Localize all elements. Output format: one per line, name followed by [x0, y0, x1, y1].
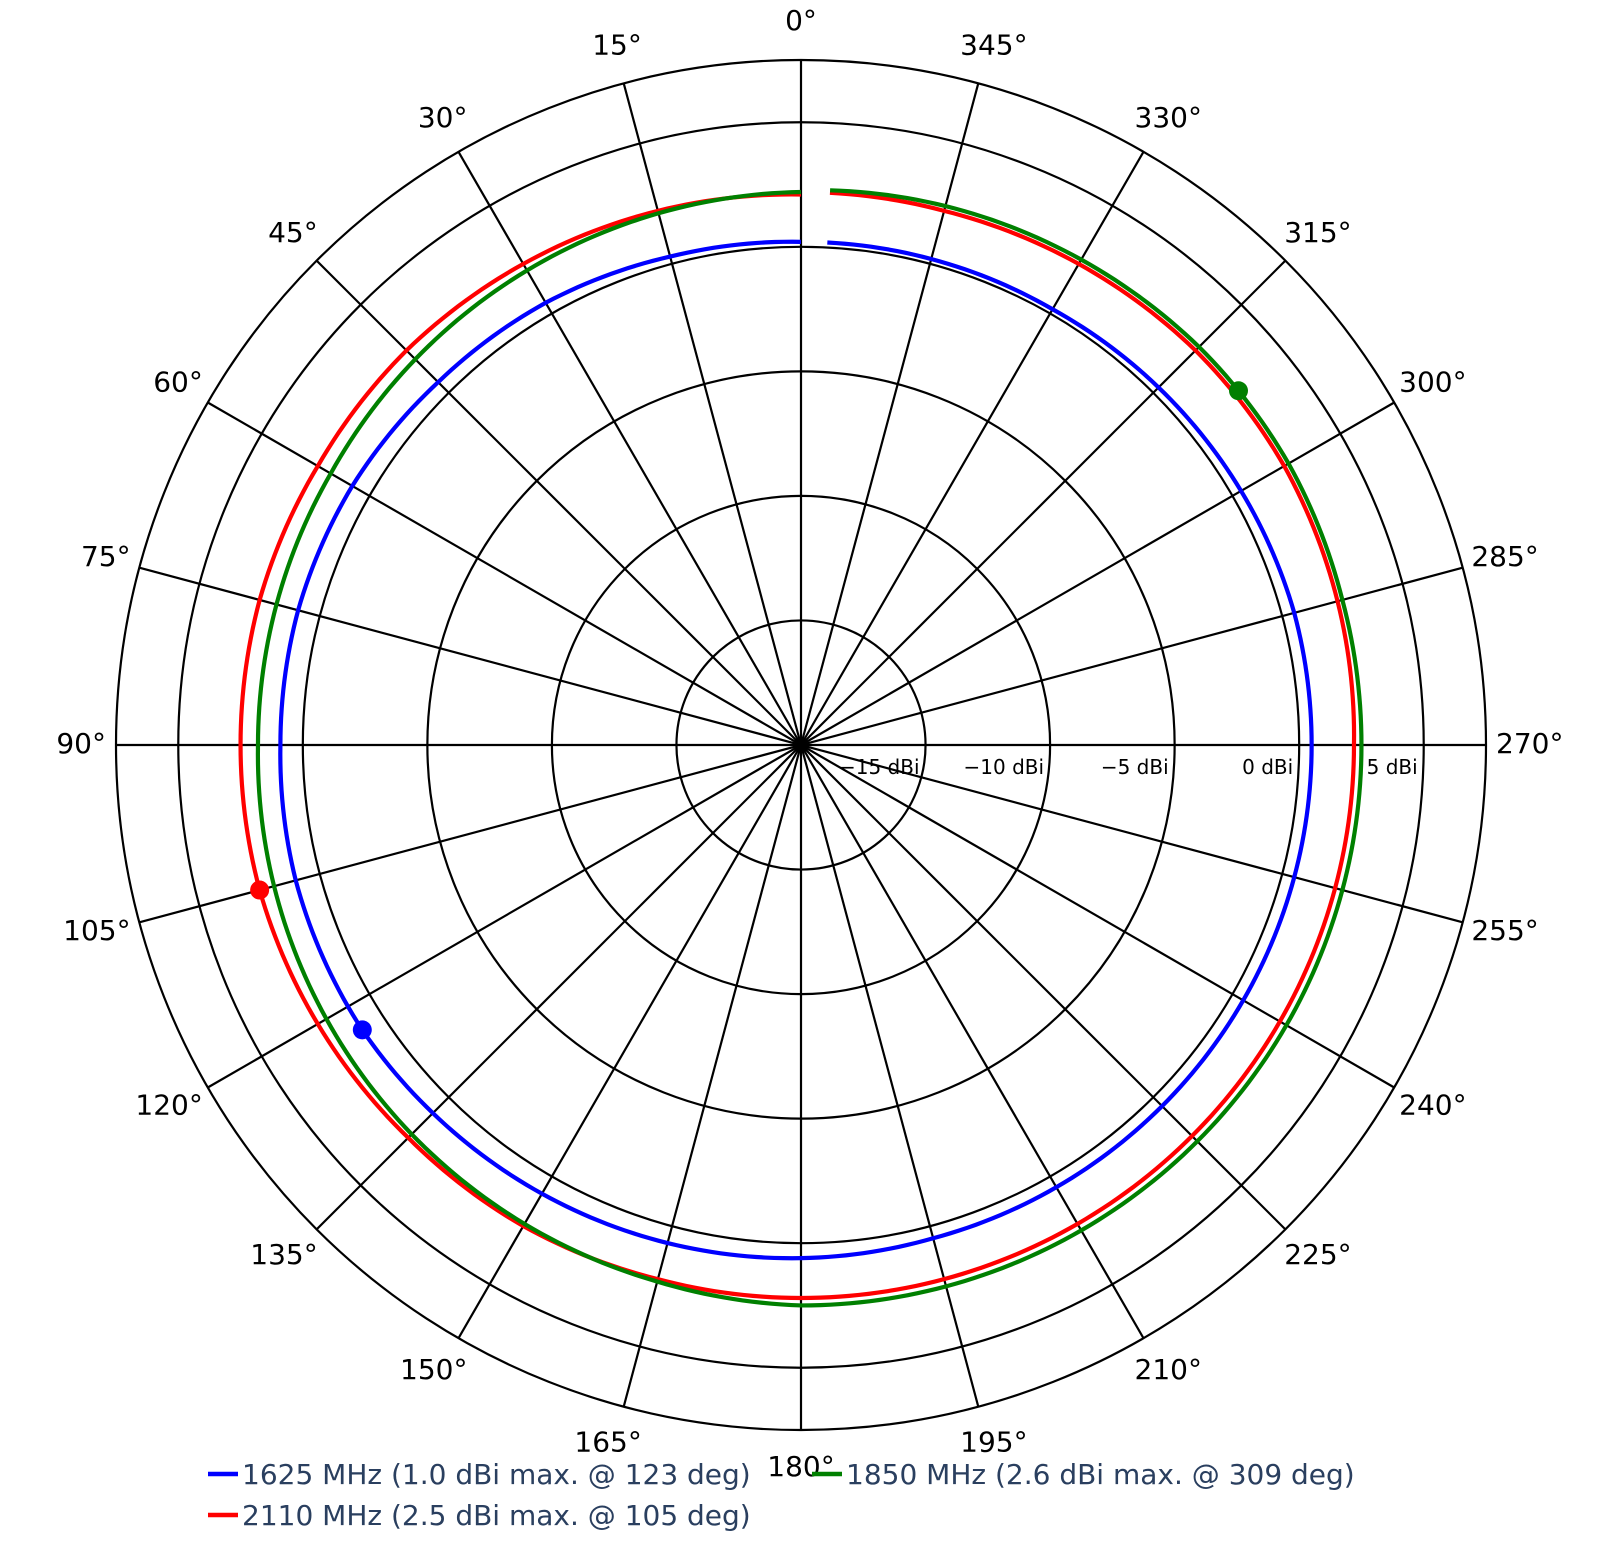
- angle-label-315: 315°: [1284, 216, 1351, 249]
- radial-label-2: −5 dBi: [1101, 755, 1169, 779]
- legend-label-0: 1625 MHz (1.0 dBi max. @ 123 deg): [242, 1458, 751, 1491]
- max-markers: [250, 381, 1248, 1040]
- outer-ring: [114, 58, 1488, 1432]
- angle-label-345: 345°: [960, 29, 1027, 62]
- angular-tick-labels: 0° 15° 30° 45° 60° 75° 90° 105° 120° 135° 150° 165°…: [56, 4, 1563, 1483]
- radial-label-3: 0 dBi: [1242, 755, 1293, 779]
- radial-label-1: −10 dBi: [964, 755, 1045, 779]
- spoke-285: [800, 566, 1463, 747]
- spoke-30: [457, 151, 802, 746]
- outer-circle: [114, 58, 1488, 1432]
- spoke-330: [800, 151, 1145, 746]
- legend[interactable]: 1625 MHz (1.0 dBi max. @ 123 deg) 1850 MH…: [208, 1458, 1355, 1532]
- angle-label-0: 0°: [785, 4, 817, 37]
- spoke-225: [800, 744, 1287, 1231]
- legend-item-2[interactable]: 2110 MHz (2.5 dBi max. @ 105 deg): [208, 1499, 751, 1532]
- radial-label-4: 5 dBi: [1367, 755, 1418, 779]
- angle-label-120: 120°: [135, 1089, 202, 1122]
- spoke-105: [139, 743, 802, 924]
- spoke-315: [800, 259, 1287, 746]
- series-traces: [238, 188, 1364, 1308]
- angle-label-30: 30°: [418, 101, 468, 134]
- spoke-300: [800, 401, 1395, 746]
- angle-label-165: 165°: [574, 1425, 641, 1458]
- angle-label-195: 195°: [960, 1425, 1027, 1458]
- angle-label-15: 15°: [592, 29, 642, 62]
- spoke-60: [207, 401, 802, 746]
- spoke-135: [315, 744, 802, 1231]
- angle-label-270: 270°: [1496, 727, 1563, 760]
- spoke-15: [622, 83, 803, 746]
- angle-label-75: 75°: [81, 540, 131, 573]
- legend-item-1[interactable]: 1850 MHz (2.6 dBi max. @ 309 deg): [812, 1458, 1355, 1491]
- angle-label-285: 285°: [1471, 540, 1538, 573]
- angle-label-60: 60°: [153, 366, 203, 399]
- spoke-165: [622, 744, 803, 1407]
- max-marker-0: [352, 1020, 372, 1040]
- spoke-195: [799, 744, 980, 1407]
- angle-label-210: 210°: [1135, 1353, 1202, 1386]
- spoke-210: [800, 744, 1145, 1339]
- angle-label-45: 45°: [268, 216, 318, 249]
- angle-label-180: 180°: [767, 1450, 834, 1483]
- spoke-150: [457, 744, 802, 1339]
- angle-label-105: 105°: [63, 914, 130, 947]
- legend-label-1: 1850 MHz (2.6 dBi max. @ 309 deg): [846, 1458, 1355, 1491]
- series-line-2: [238, 190, 1357, 1301]
- angle-label-225: 225°: [1284, 1238, 1351, 1271]
- legend-label-2: 2110 MHz (2.5 dBi max. @ 105 deg): [242, 1499, 751, 1532]
- series-line-1: [255, 188, 1364, 1308]
- spoke-75: [139, 566, 802, 747]
- spoke-345: [799, 83, 980, 746]
- spoke-45: [315, 259, 802, 746]
- legend-item-0[interactable]: 1625 MHz (1.0 dBi max. @ 123 deg): [208, 1458, 751, 1491]
- angle-label-90: 90°: [56, 727, 106, 760]
- spoke-255: [800, 743, 1463, 924]
- radial-label-0: −15 dBi: [839, 755, 920, 779]
- series-line-0: [278, 239, 1314, 1261]
- angle-label-330: 330°: [1135, 101, 1202, 134]
- angle-label-240: 240°: [1399, 1089, 1466, 1122]
- radial-tick-labels: −15 dBi −10 dBi −5 dBi 0 dBi 5 dBi: [839, 755, 1418, 779]
- angle-label-300: 300°: [1399, 366, 1466, 399]
- spoke-240: [800, 744, 1395, 1089]
- angle-label-135: 135°: [250, 1238, 317, 1271]
- max-marker-2: [250, 880, 270, 900]
- angle-label-255: 255°: [1471, 914, 1538, 947]
- angle-label-150: 150°: [400, 1353, 467, 1386]
- spoke-120: [207, 744, 802, 1089]
- angular-grid-spokes: [116, 60, 1486, 1430]
- max-marker-1: [1228, 381, 1248, 401]
